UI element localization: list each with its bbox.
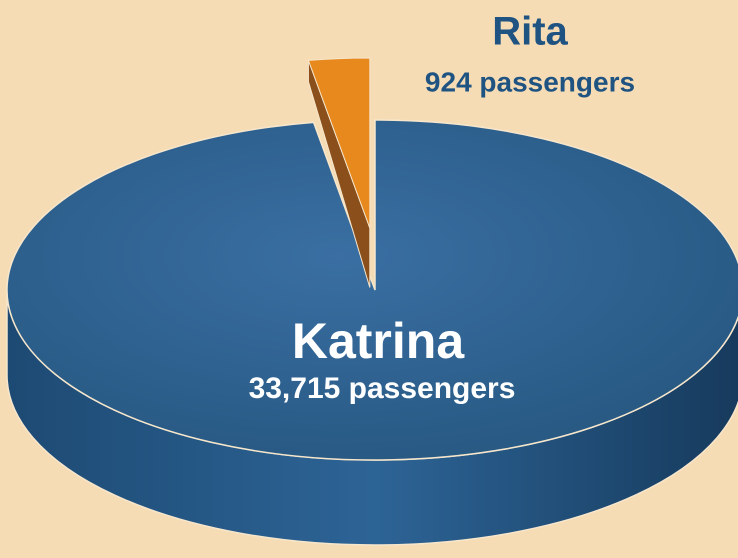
slice-label: Rita bbox=[492, 10, 568, 54]
pie-slice bbox=[307, 57, 371, 229]
slice-value-label: 33,715 passengers bbox=[249, 372, 516, 405]
slice-label: Katrina bbox=[292, 313, 465, 369]
slice-value-label: 924 passengers bbox=[425, 66, 635, 97]
pie bbox=[6, 57, 738, 546]
pie-slice bbox=[6, 119, 738, 461]
